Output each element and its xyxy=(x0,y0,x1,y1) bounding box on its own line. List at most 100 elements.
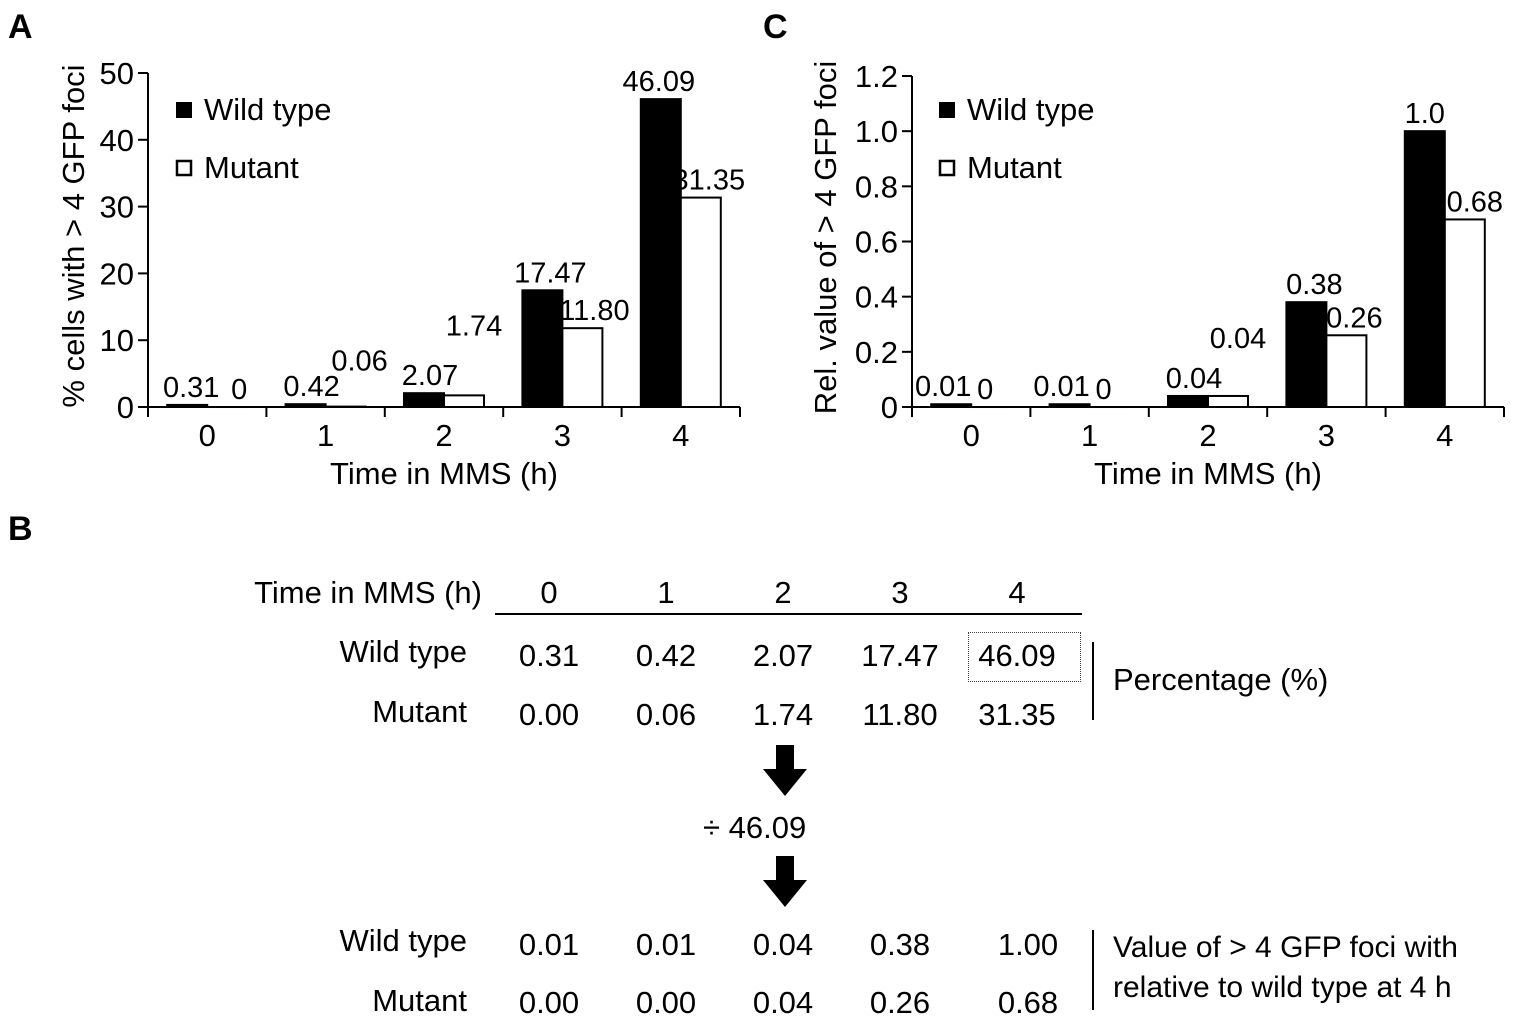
y-tick-label: 20 xyxy=(100,256,134,291)
bar-mutant xyxy=(1207,394,1249,409)
y-tick-label: 0.4 xyxy=(855,280,898,315)
y-tick-label: 0.6 xyxy=(855,225,898,260)
table-cell: 1.00 xyxy=(997,927,1059,962)
x-tick-label: 3 xyxy=(554,418,571,453)
table-cell: 0.01 xyxy=(635,927,697,962)
chart-c-relative-value: 0 0.2 0.4 0.6 0.8 1.0 1.2 0 1 2 3 4 0.01 0.01 0.04 0.38… xyxy=(808,59,1505,491)
y-tick-label: 40 xyxy=(100,123,134,158)
y-tick-label: 50 xyxy=(100,56,134,91)
row-label-mutant: Mutant xyxy=(372,694,467,729)
x-tick-label: 4 xyxy=(672,418,689,453)
legend-label-wild-type: Wild type xyxy=(204,92,331,127)
table-cell: 0.38 xyxy=(869,927,931,962)
x-tick-label: 2 xyxy=(435,418,452,453)
legend-swatch-mutant xyxy=(938,159,956,177)
data-label: 0.01 xyxy=(915,371,971,403)
y-tick-label: 0.2 xyxy=(855,335,898,370)
data-label: 2.07 xyxy=(402,360,458,392)
y-axis-title: % cells with > 4 GFP foci xyxy=(56,64,91,407)
chart-a-percentage: 0 10 20 30 40 50 0 1 2 3 4 0.31 0.42 2.07 17.47 46.09 0 0… xyxy=(56,56,746,491)
table-cell-highlighted: 46.09 xyxy=(978,638,1056,673)
x-tick-label: 2 xyxy=(1199,418,1216,453)
table-cell: 0.42 xyxy=(635,638,697,673)
bar-wild-type xyxy=(1403,130,1446,409)
data-label: 0.31 xyxy=(163,372,219,404)
y-tick-label: 0 xyxy=(881,390,898,425)
bar-mutant xyxy=(679,196,722,408)
table-cell: 0.00 xyxy=(635,985,697,1020)
table-cell: 0.01 xyxy=(518,927,580,962)
data-label: 0.04 xyxy=(1166,363,1222,395)
data-label: 1.74 xyxy=(446,310,502,342)
legend-swatch-wild-type xyxy=(176,102,192,118)
table-cell: 0.26 xyxy=(869,985,931,1020)
y-tick-label: 0 xyxy=(117,390,134,425)
data-label: 17.47 xyxy=(514,257,587,289)
table-header-label: Time in MMS (h) xyxy=(254,575,482,610)
col-header: 2 xyxy=(774,575,792,610)
bar-mutant xyxy=(561,327,604,408)
bar-wild-type xyxy=(166,403,209,408)
y-tick-label: 1.2 xyxy=(855,59,898,94)
data-label: 0.06 xyxy=(331,346,387,378)
bar-wild-type xyxy=(930,403,973,409)
legend-label-mutant: Mutant xyxy=(967,150,1062,185)
x-tick-label: 1 xyxy=(1081,418,1098,453)
col-header: 3 xyxy=(891,575,909,610)
bracket-line xyxy=(1092,642,1094,720)
x-tick-label: 3 xyxy=(1318,418,1335,453)
data-label: 11.80 xyxy=(559,295,629,327)
data-label: 0.01 xyxy=(1033,371,1089,403)
x-tick-label: 0 xyxy=(963,418,980,453)
table-cell: 11.80 xyxy=(862,697,938,732)
panel-letter-a: A xyxy=(8,8,33,46)
legend-label-mutant: Mutant xyxy=(204,150,299,185)
bracket-line xyxy=(1092,930,1094,1010)
row-label-mutant: Mutant xyxy=(372,983,467,1018)
table-cell: 0.00 xyxy=(518,985,580,1020)
data-label: 0.38 xyxy=(1286,269,1342,301)
side-label-percentage: Percentage (%) xyxy=(1113,662,1329,697)
bar-mutant xyxy=(443,394,485,408)
table-cell: 0.31 xyxy=(518,638,580,673)
bar-mutant xyxy=(1325,334,1368,408)
side-label-value-line1: Value of > 4 GFP foci with xyxy=(1113,931,1458,964)
down-arrow-icon xyxy=(763,745,807,796)
legend-swatch-wild-type xyxy=(939,102,955,118)
table-cell: 17.47 xyxy=(861,638,939,673)
table-cell: 0.06 xyxy=(635,697,697,732)
bar-wild-type xyxy=(1285,301,1328,408)
bar-wild-type xyxy=(403,392,445,408)
down-arrow-icon xyxy=(763,856,807,907)
y-tick-label: 30 xyxy=(100,190,134,225)
panel-letter-b: B xyxy=(8,510,33,548)
legend-label-wild-type: Wild type xyxy=(967,92,1094,127)
data-label: 0.42 xyxy=(283,371,339,403)
x-axis-title: Time in MMS (h) xyxy=(1094,456,1322,491)
bar-mutant xyxy=(1443,218,1486,408)
data-label: 0.26 xyxy=(1326,302,1382,334)
highlight-box xyxy=(968,632,1081,682)
col-header: 1 xyxy=(657,575,675,610)
col-header: 4 xyxy=(1008,575,1026,610)
table-cell: 0.68 xyxy=(997,985,1059,1020)
table-cell: 0.00 xyxy=(518,697,580,732)
y-tick-label: 10 xyxy=(100,323,134,358)
y-tick-label: 0.8 xyxy=(855,169,898,204)
x-axis-title: Time in MMS (h) xyxy=(330,456,558,491)
data-label: 46.09 xyxy=(623,66,696,98)
x-tick-label: 4 xyxy=(1436,418,1453,453)
data-label: 0 xyxy=(977,374,993,406)
data-label: 31.35 xyxy=(673,165,746,197)
bar-wild-type xyxy=(521,289,564,409)
y-tick-label: 1.0 xyxy=(855,114,898,149)
table-cell: 31.35 xyxy=(978,697,1056,732)
divisor-label: ÷ 46.09 xyxy=(703,810,807,845)
data-label: 0.68 xyxy=(1447,186,1503,218)
table-cell: 1.74 xyxy=(752,697,814,732)
x-tick-label: 0 xyxy=(199,418,216,453)
row-label-wild-type: Wild type xyxy=(339,634,467,669)
x-tick-label: 1 xyxy=(317,418,334,453)
table-cell: 0.04 xyxy=(752,927,814,962)
row-label-wild-type: Wild type xyxy=(339,923,467,958)
